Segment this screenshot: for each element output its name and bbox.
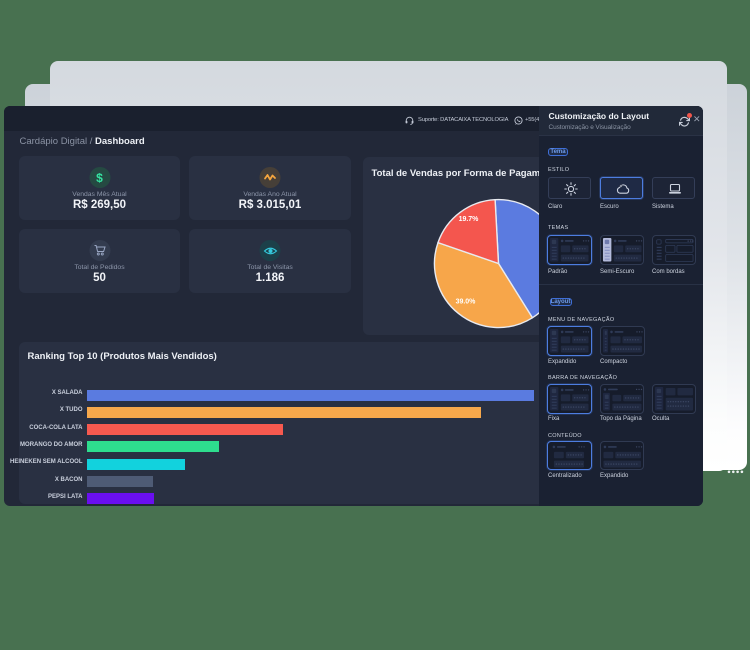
svg-text:19.7%: 19.7% <box>459 216 480 223</box>
svg-text:39.0%: 39.0% <box>456 299 477 306</box>
